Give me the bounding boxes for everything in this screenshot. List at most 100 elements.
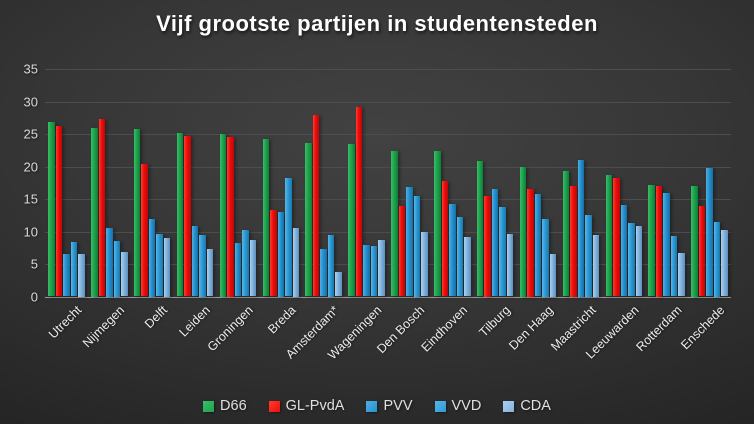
gridline-y-25 <box>45 134 731 135</box>
bar-cda-enschede <box>721 230 728 297</box>
legend-swatch-vvd <box>434 400 446 412</box>
bar-pvv-amsterdam- <box>320 249 327 297</box>
bar-cda-rotterdam <box>678 252 685 297</box>
bar-vvd-eindhoven <box>456 217 464 297</box>
bar-d66-eindhoven <box>434 150 441 297</box>
bar-gl-pvda-maastricht <box>570 186 577 297</box>
bar-cda-eindhoven <box>464 236 471 297</box>
bar-d66-leeuwarden <box>605 174 613 297</box>
bar-pvv-rotterdam <box>663 193 670 297</box>
bar-pvv-wageningen <box>363 245 370 297</box>
legend-label-d66: D66 <box>220 398 247 414</box>
bar-d66-enschede <box>691 186 698 297</box>
bar-vvd-wageningen <box>370 246 378 297</box>
bar-gl-pvda-den-bosch <box>398 206 406 297</box>
legend-item-vvd: VVD <box>434 398 482 414</box>
legend-item-gl-pvda: GL-PvdA <box>268 398 345 414</box>
bar-pvv-nijmegen <box>106 228 113 297</box>
bar-vvd-groningen <box>242 229 249 297</box>
bar-vvd-maastricht <box>585 215 592 297</box>
bar-vvd-den-bosch <box>413 195 421 297</box>
bar-cda-den-haag <box>549 254 557 297</box>
bar-gl-pvda-nijmegen <box>98 119 106 297</box>
y-tick-label-35: 35 <box>23 61 38 77</box>
bar-vvd-leeuwarden <box>628 223 635 297</box>
gridline-y-15 <box>45 199 731 200</box>
bar-cda-utrecht <box>78 254 85 297</box>
legend-swatch-cda <box>503 400 515 412</box>
bar-cda-leeuwarden <box>635 225 643 297</box>
legend-label-cda: CDA <box>520 398 551 414</box>
bar-gl-pvda-eindhoven <box>441 181 449 297</box>
bar-cda-nijmegen <box>121 251 128 297</box>
bar-d66-amsterdam- <box>305 143 312 297</box>
bar-vvd-delft <box>156 234 163 297</box>
legend-item-pvv: PVV <box>366 398 413 414</box>
bar-pvv-utrecht <box>63 253 70 297</box>
bar-cda-wageningen <box>378 239 385 297</box>
bar-d66-groningen <box>219 134 227 297</box>
gridline-y-20 <box>45 166 731 168</box>
bar-d66-maastricht <box>562 171 570 297</box>
legend-item-cda: CDA <box>503 398 551 414</box>
legend-item-d66: D66 <box>203 398 247 414</box>
bar-cda-groningen <box>249 239 257 297</box>
bar-gl-pvda-enschede <box>698 206 706 297</box>
bar-gl-pvda-amsterdam- <box>312 115 320 297</box>
bar-cda-breda <box>292 228 300 297</box>
bar-cda-tilburg <box>506 234 514 297</box>
gridline-y-30 <box>45 101 731 103</box>
gridline-y-10 <box>45 231 731 233</box>
bar-gl-pvda-delft <box>141 163 148 297</box>
bar-vvd-tilburg <box>499 207 506 297</box>
bar-d66-wageningen <box>348 144 355 297</box>
bar-pvv-tilburg <box>491 188 499 297</box>
bar-vvd-enschede <box>713 221 721 297</box>
bar-gl-pvda-den-haag <box>527 189 534 297</box>
bar-d66-utrecht <box>48 121 55 297</box>
chart-legend: D66 GL-PvdA PVV VVD CDA <box>0 398 754 414</box>
bar-vvd-utrecht <box>70 241 78 297</box>
gridline-y-35 <box>45 69 731 70</box>
bar-vvd-amsterdam- <box>327 234 335 297</box>
bar-gl-pvda-leiden <box>184 135 191 297</box>
bar-gl-pvda-tilburg <box>484 195 491 297</box>
y-tick-label-0: 0 <box>30 289 38 304</box>
bar-vvd-den-haag <box>542 218 549 297</box>
bar-pvv-maastricht <box>577 160 585 297</box>
bar-d66-nijmegen <box>91 127 98 297</box>
gridline-y-5 <box>45 264 731 265</box>
bar-pvv-groningen <box>234 242 242 297</box>
bar-gl-pvda-breda <box>270 210 277 297</box>
y-tick-label-10: 10 <box>23 224 38 239</box>
bar-d66-delft <box>133 129 141 297</box>
bar-gl-pvda-wageningen <box>355 107 363 297</box>
bar-pvv-leeuwarden <box>620 204 628 297</box>
bar-d66-breda <box>262 139 270 297</box>
y-tick-label-20: 20 <box>23 159 38 174</box>
bar-cda-delft <box>163 238 171 297</box>
x-axis-line <box>45 296 731 298</box>
bar-pvv-leiden <box>191 226 199 297</box>
legend-label-pvv: PVV <box>383 398 413 414</box>
legend-label-gl-pvda: GL-PvdA <box>285 398 345 414</box>
legend-swatch-gl-pvda <box>268 400 280 412</box>
legend-label-vvd: VVD <box>451 398 482 414</box>
y-tick-label-25: 25 <box>23 126 38 142</box>
bar-pvv-den-haag <box>534 194 542 297</box>
bar-gl-pvda-rotterdam <box>655 186 663 297</box>
bar-vvd-nijmegen <box>113 241 121 297</box>
y-tick-label-5: 5 <box>30 256 38 272</box>
bar-d66-den-haag <box>519 166 527 297</box>
bar-pvv-delft <box>148 218 156 297</box>
bar-gl-pvda-utrecht <box>55 125 63 297</box>
bar-pvv-den-bosch <box>406 186 413 297</box>
y-tick-label-30: 30 <box>23 94 38 109</box>
bar-pvv-enschede <box>706 168 713 297</box>
bar-cda-amsterdam- <box>335 272 342 297</box>
bar-vvd-leiden <box>199 234 206 297</box>
bar-vvd-breda <box>285 177 292 297</box>
bar-cda-leiden <box>206 249 214 297</box>
legend-swatch-pvv <box>366 400 378 412</box>
bar-gl-pvda-groningen <box>227 137 234 297</box>
